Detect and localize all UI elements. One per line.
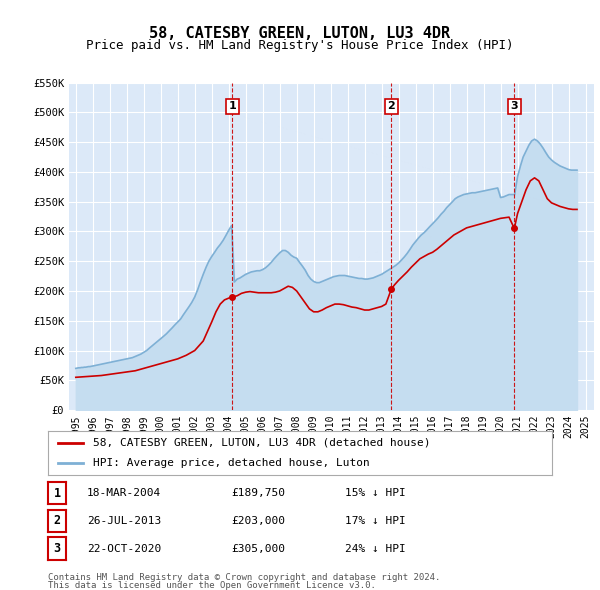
Text: 24% ↓ HPI: 24% ↓ HPI [345,544,406,553]
Text: 3: 3 [511,101,518,112]
Text: 22-OCT-2020: 22-OCT-2020 [87,544,161,553]
Text: 18-MAR-2004: 18-MAR-2004 [87,489,161,498]
Text: £305,000: £305,000 [231,544,285,553]
Text: 1: 1 [53,487,61,500]
Text: 58, CATESBY GREEN, LUTON, LU3 4DR (detached house): 58, CATESBY GREEN, LUTON, LU3 4DR (detac… [94,438,431,448]
Text: 15% ↓ HPI: 15% ↓ HPI [345,489,406,498]
Text: 2: 2 [53,514,61,527]
Text: 3: 3 [53,542,61,555]
Text: 26-JUL-2013: 26-JUL-2013 [87,516,161,526]
Text: 58, CATESBY GREEN, LUTON, LU3 4DR: 58, CATESBY GREEN, LUTON, LU3 4DR [149,25,451,41]
Text: £203,000: £203,000 [231,516,285,526]
Text: HPI: Average price, detached house, Luton: HPI: Average price, detached house, Luto… [94,458,370,468]
Text: 2: 2 [388,101,395,112]
Text: This data is licensed under the Open Government Licence v3.0.: This data is licensed under the Open Gov… [48,581,376,590]
Text: Contains HM Land Registry data © Crown copyright and database right 2024.: Contains HM Land Registry data © Crown c… [48,572,440,582]
Text: Price paid vs. HM Land Registry's House Price Index (HPI): Price paid vs. HM Land Registry's House … [86,39,514,52]
Text: 17% ↓ HPI: 17% ↓ HPI [345,516,406,526]
Text: £189,750: £189,750 [231,489,285,498]
Text: 1: 1 [229,101,236,112]
